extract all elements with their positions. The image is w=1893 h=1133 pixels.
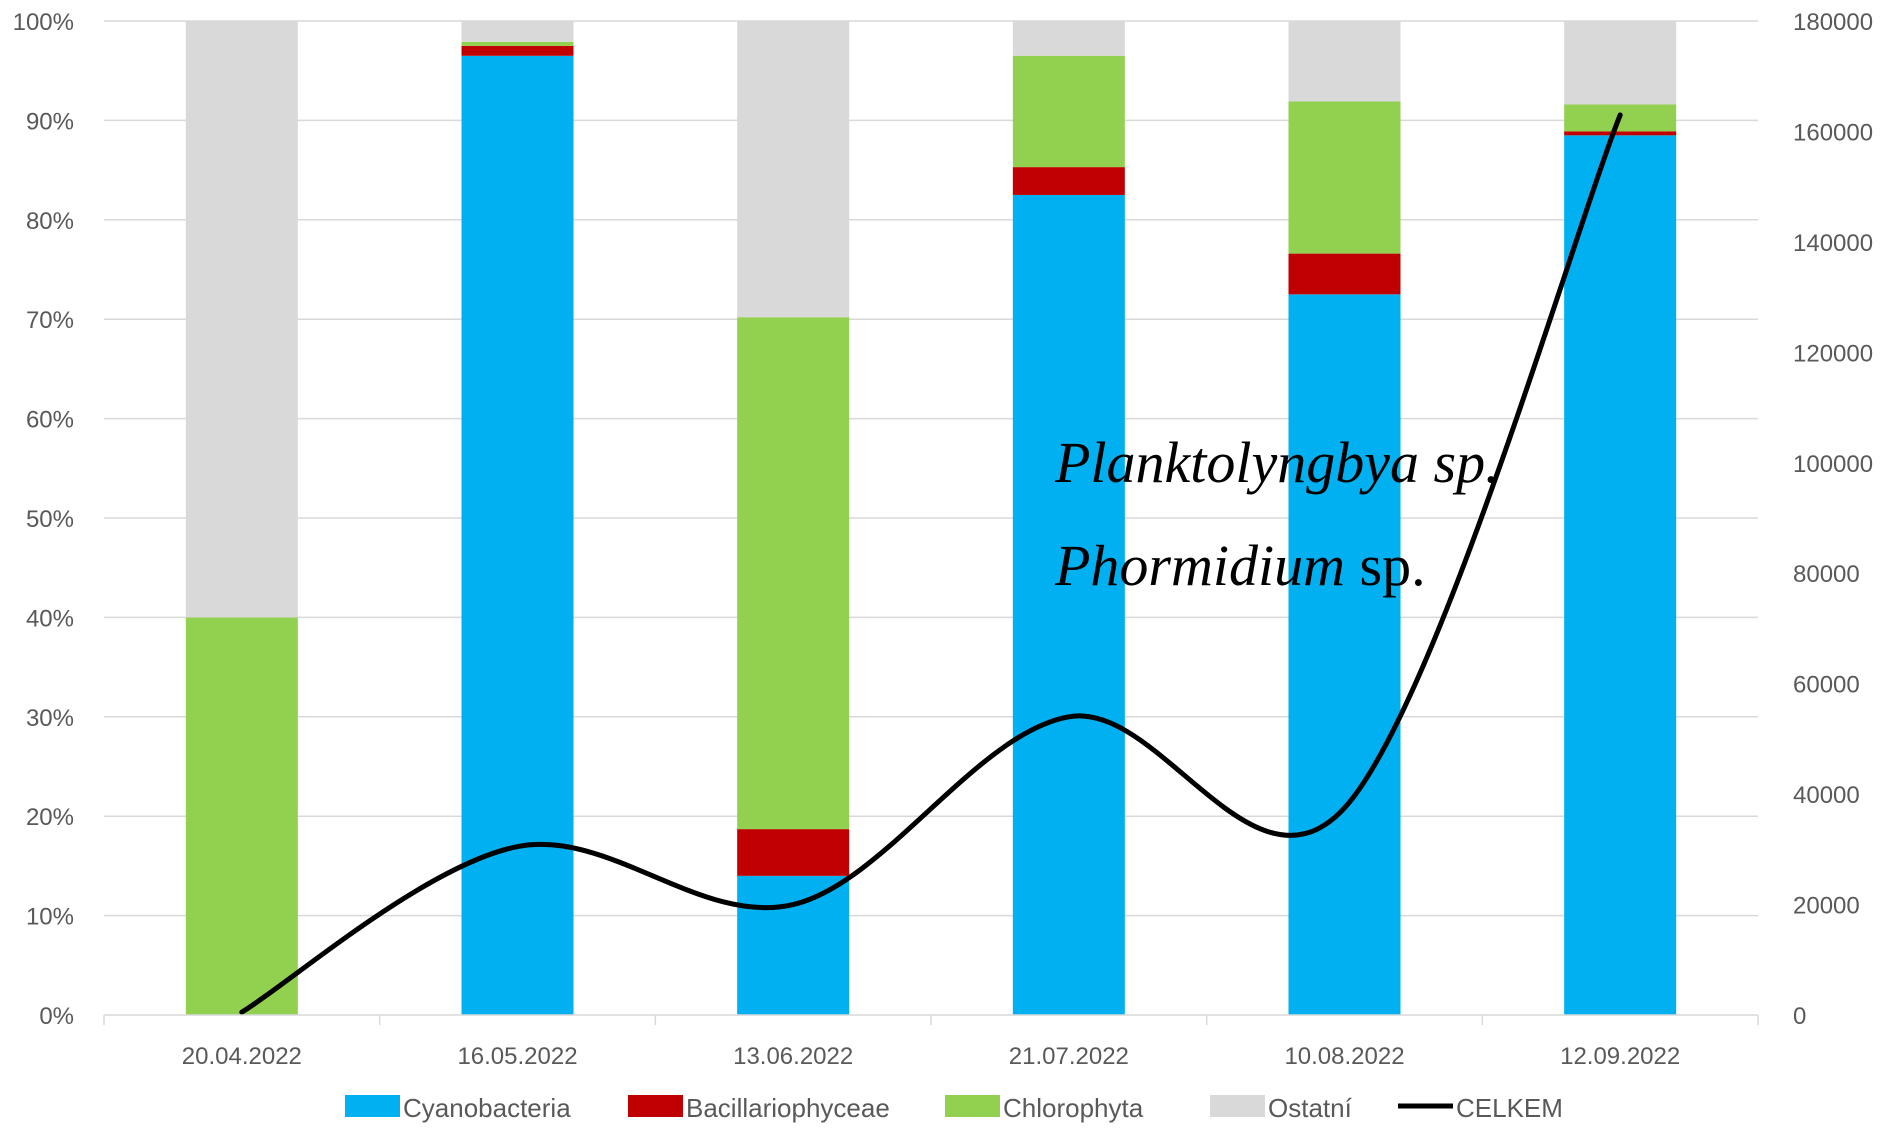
y-right-tick-label: 60000 <box>1793 672 1860 699</box>
legend-label: Bacillariophyceae <box>686 1093 890 1123</box>
y-right-tick-label: 160000 <box>1793 119 1873 146</box>
bar-segment-chlorophyta <box>461 41 574 46</box>
bar-segment-cyanobacteria <box>1288 294 1401 1016</box>
legend-label: CELKEM <box>1456 1093 1563 1123</box>
y-right-tick-label: 120000 <box>1793 340 1873 367</box>
legend-label: Ostatní <box>1268 1093 1353 1123</box>
legend-swatch <box>945 1095 1000 1117</box>
annotation-part: Planktolyngbya sp. <box>1054 430 1500 495</box>
bar-segment-cyanobacteria <box>1564 135 1677 1015</box>
annotation-part: sp. <box>1345 533 1426 598</box>
y-right-tick-label: 0 <box>1793 1003 1806 1030</box>
annotation-part: Phormidium <box>1054 533 1345 598</box>
y-left-tick-label: 0% <box>39 1003 74 1030</box>
axes: 0% 10% 20% 30% 40% 50% 60% 70% 80% 90% 100% 0 20000 4… <box>13 9 1873 1070</box>
x-tick-label: 12.09.2022 <box>1560 1043 1680 1070</box>
bar-segment-bacillariophyceae <box>461 45 574 56</box>
y-left-tick-label: 30% <box>26 705 74 732</box>
bar-segment-chlorophyta <box>1288 101 1401 254</box>
x-tick-label: 13.06.2022 <box>733 1043 853 1070</box>
bar-series <box>185 21 1677 1016</box>
bar-segment-bacillariophyceae <box>1564 131 1677 136</box>
legend-swatch <box>628 1095 683 1117</box>
x-tick-label: 20.04.2022 <box>182 1043 302 1070</box>
celkem-line <box>239 112 1623 1015</box>
x-tick-label: 21.07.2022 <box>1009 1043 1129 1070</box>
bar-segment-cyanobacteria <box>1012 194 1125 1015</box>
y-left-tick-label: 70% <box>26 307 74 334</box>
legend-swatch <box>1210 1095 1265 1117</box>
legend-swatch <box>345 1095 400 1117</box>
y-left-tick-label: 80% <box>26 208 74 235</box>
y-left-tick-label: 40% <box>26 605 74 632</box>
bar-segment-cyanobacteria <box>461 55 574 1016</box>
y-left-tick-label: 50% <box>26 506 74 533</box>
legend-label: Cyanobacteria <box>403 1093 571 1123</box>
bar-segment-bacillariophyceae <box>737 829 850 876</box>
legend: Cyanobacteria Bacillariophyceae Chlorophyt… <box>345 1093 1563 1123</box>
y-left-tick-label: 20% <box>26 804 74 831</box>
x-tick-label: 16.05.2022 <box>457 1043 577 1070</box>
bar-segment-chlorophyta <box>1012 55 1125 168</box>
bar-segment-ostatn- <box>1288 21 1401 102</box>
x-tick-label: 10.08.2022 <box>1284 1043 1404 1070</box>
y-right-tick-label: 80000 <box>1793 561 1860 588</box>
bar-segment-ostatn- <box>461 21 574 42</box>
bar-segment-ostatn- <box>1012 21 1125 56</box>
y-right-tick-label: 140000 <box>1793 230 1873 257</box>
annotations: Planktolyngbya sp. Phormidium sp. <box>1054 430 1500 598</box>
y-left-tick-label: 90% <box>26 108 74 135</box>
y-right-tick-label: 100000 <box>1793 451 1873 478</box>
celkem-line-series <box>239 112 1623 1015</box>
y-left-tick-label: 60% <box>26 407 74 434</box>
y-left-tick-label: 10% <box>26 904 74 931</box>
gridlines <box>104 20 1758 917</box>
y-right-tick-label: 20000 <box>1793 893 1860 920</box>
y-left-tick-label: 100% <box>13 9 74 36</box>
bar-segment-bacillariophyceae <box>1288 253 1401 295</box>
y-right-tick-label: 40000 <box>1793 782 1860 809</box>
bar-segment-ostatn- <box>1564 21 1677 105</box>
legend-label: Chlorophyta <box>1003 1093 1144 1123</box>
bar-segment-chlorophyta <box>737 317 850 830</box>
bar-segment-bacillariophyceae <box>1012 167 1125 195</box>
y-right-tick-label: 180000 <box>1793 9 1873 36</box>
annotation-text: Phormidium sp. <box>1054 533 1426 598</box>
bar-segment-cyanobacteria <box>737 875 850 1015</box>
bar-segment-ostatn- <box>737 21 850 318</box>
bar-segment-chlorophyta <box>185 617 298 1015</box>
bar-segment-ostatn- <box>185 21 298 618</box>
annotation-text: Planktolyngbya sp. <box>1054 430 1500 495</box>
